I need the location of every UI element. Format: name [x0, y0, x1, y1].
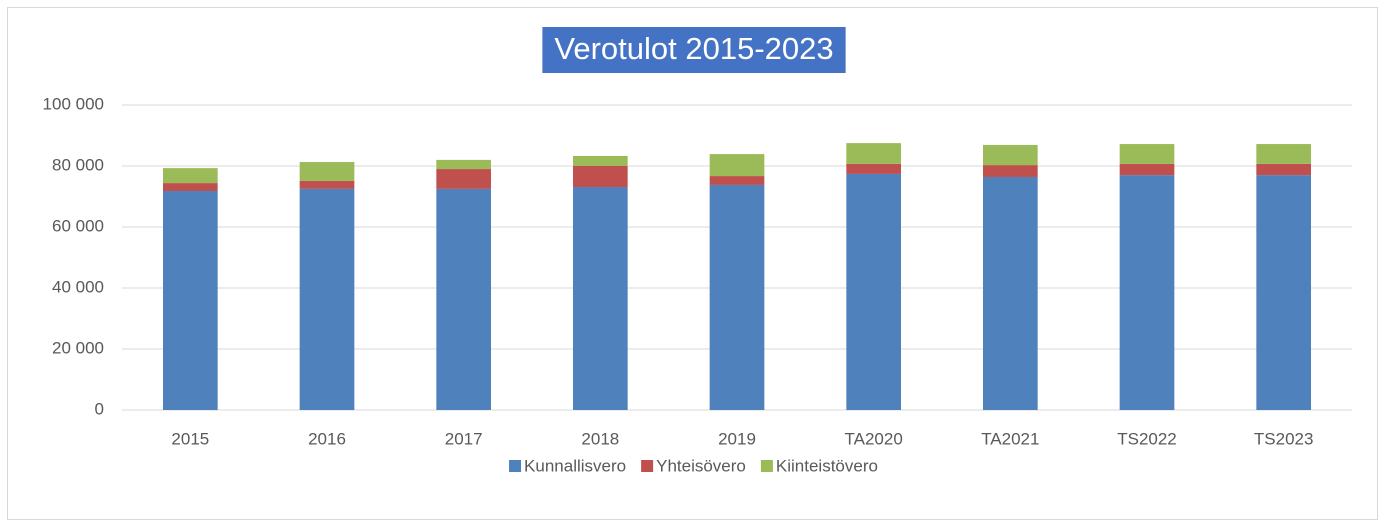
- x-tick-label: 2018: [581, 429, 619, 448]
- legend-label: Kiinteistövero: [776, 456, 878, 475]
- bar-segment: [846, 143, 901, 164]
- bar-segment: [299, 162, 355, 181]
- legend-swatch: [760, 460, 773, 472]
- legend-swatch: [641, 460, 654, 472]
- x-tick-label: TA2020: [845, 429, 903, 448]
- y-tick-label: 0: [95, 399, 104, 418]
- y-tick-label: 20 000: [52, 338, 104, 357]
- x-tick-label: 2017: [445, 429, 483, 448]
- bar-segment: [436, 188, 491, 410]
- x-tick-label: 2016: [308, 429, 346, 448]
- bar-segment: [983, 165, 1038, 177]
- bar-segment: [163, 168, 218, 184]
- bar-segment: [1256, 144, 1311, 164]
- x-tick-label: TS2023: [1254, 429, 1314, 448]
- bar-segment: [436, 169, 491, 189]
- bar-segment: [299, 188, 355, 410]
- bar-segment: [573, 187, 628, 410]
- bar-segment: [709, 184, 765, 410]
- legend-swatch: [509, 460, 522, 472]
- x-tick-label: 2015: [171, 429, 209, 448]
- x-tick-label: TS2022: [1117, 429, 1177, 448]
- bar-segment: [1119, 175, 1175, 410]
- chart-title: Verotulot 2015-2023: [554, 31, 833, 66]
- bar-segment: [573, 166, 628, 188]
- bar-segment: [709, 176, 765, 185]
- bar-segment: [846, 173, 901, 410]
- bar-segment: [709, 154, 765, 177]
- title-box: [542, 27, 846, 73]
- y-tick-label: 60 000: [52, 216, 104, 235]
- bar-segment: [1256, 175, 1311, 410]
- bar-segment: [983, 176, 1038, 410]
- bar-segment: [573, 155, 628, 166]
- bar-segment: [436, 159, 491, 170]
- bar-segment: [299, 180, 355, 189]
- y-tick-label: 40 000: [52, 277, 104, 296]
- x-tick-label: TA2021: [981, 429, 1039, 448]
- legend-label: Kunnallisvero: [524, 456, 626, 475]
- y-tick-label: 80 000: [52, 155, 104, 174]
- bar-segment: [983, 144, 1038, 166]
- bar-segment: [163, 191, 218, 410]
- bar-segment: [846, 163, 901, 174]
- bar-segment: [1119, 163, 1175, 176]
- bar-segment: [1256, 163, 1311, 176]
- x-tick-label: 2019: [718, 429, 756, 448]
- bar-segment: [1119, 144, 1175, 164]
- legend-label: Yhteisövero: [656, 456, 746, 475]
- y-tick-label: 100 000: [43, 94, 104, 113]
- bar-segment: [163, 183, 218, 192]
